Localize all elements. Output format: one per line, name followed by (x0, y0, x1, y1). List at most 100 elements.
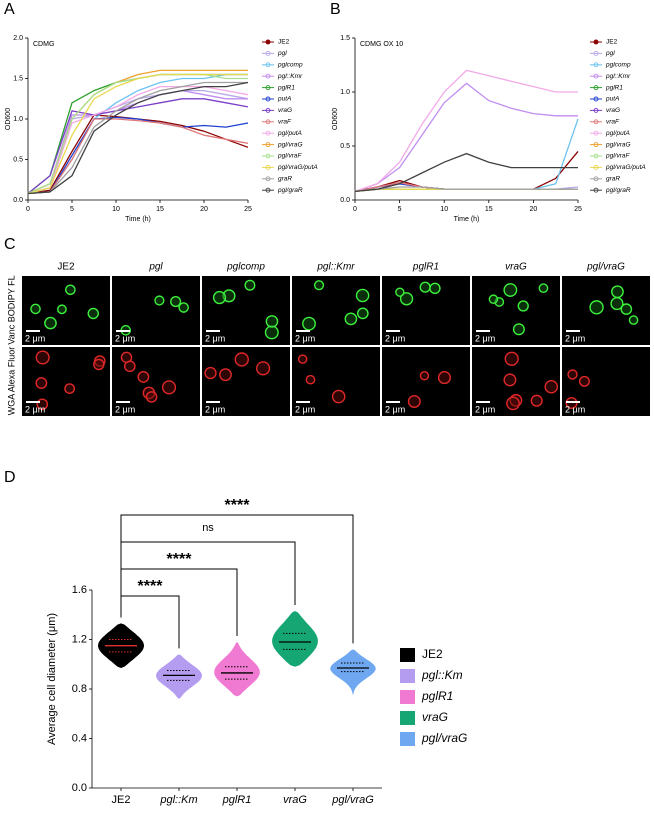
legend-marker (265, 107, 271, 113)
column-label: JE2 (57, 262, 75, 273)
scale-bar-label: 2 μm (295, 333, 315, 343)
legend-label: vraF (278, 119, 292, 126)
cell (589, 300, 604, 315)
cell (65, 284, 76, 296)
legend-marker (593, 153, 599, 159)
cell (419, 371, 430, 381)
legend-label: putA (605, 96, 619, 103)
legend-label: vraG (278, 107, 292, 114)
cell (212, 290, 227, 305)
legend-label: vraG (422, 710, 448, 724)
legend-label: pgl/vraG/putA (605, 164, 646, 171)
micrograph (382, 347, 470, 416)
legend-marker (593, 164, 599, 170)
series-line (354, 69, 578, 193)
legend-marker (593, 142, 599, 148)
cell (161, 380, 177, 395)
x-tick-label: 20 (200, 206, 208, 213)
series-line (354, 82, 578, 193)
y-tick-label: 0.0 (340, 197, 350, 204)
violin (272, 611, 318, 667)
legend-marker (265, 176, 271, 182)
scale-bar-label: 2 μm (25, 404, 45, 414)
violin (156, 654, 202, 699)
significance-bracket (120, 514, 354, 644)
legend-marker (593, 107, 599, 113)
y-axis-label: Average cell diameter (μm) (46, 613, 58, 745)
legend-label: pgl/vraG/putA (277, 164, 318, 171)
chart-title: CDMG (33, 41, 54, 48)
row-label: WGA Alexa Fluor (6, 347, 16, 416)
cell (154, 295, 165, 306)
scale-bar-label: 2 μm (475, 333, 495, 343)
significance-label: **** (138, 578, 164, 595)
cell (120, 351, 133, 364)
scale-bar-label: 2 μm (385, 404, 405, 414)
column-label: pglcomp (226, 262, 265, 273)
cell (395, 287, 405, 297)
cell (419, 281, 431, 293)
series-line (354, 186, 578, 193)
legend-label: pgl (277, 50, 287, 57)
x-tick-label: 25 (244, 206, 252, 213)
cell (344, 312, 358, 326)
series-line (354, 118, 579, 193)
cell (87, 307, 100, 320)
column-label: vraG (505, 262, 527, 273)
legend-label: JE2 (606, 39, 618, 46)
legend-label: pgl::Kmr (605, 73, 631, 80)
cell (178, 302, 189, 313)
cell (170, 296, 182, 308)
y-axis-label: OD600 (5, 108, 12, 130)
legend-label: pgl/putA (277, 130, 302, 137)
legend-label: graR (278, 176, 292, 183)
cell (429, 282, 441, 295)
cell (578, 375, 590, 387)
y-tick-label: 1.0 (13, 116, 23, 123)
micrograph (562, 276, 650, 345)
column-label: pgl/vraG (586, 262, 625, 273)
cell (302, 316, 316, 331)
series-line (27, 98, 249, 195)
x-tick-label: 20 (530, 206, 538, 213)
scale-bar-label: 2 μm (565, 333, 585, 343)
legend-marker (593, 50, 599, 56)
x-tick-label: pgl::Km (159, 794, 197, 806)
x-tick-label: pgl/vraG (331, 794, 374, 806)
column-label: pgl::Kmr (316, 262, 355, 273)
legend-marker (593, 176, 599, 182)
legend-label: pglR1 (277, 84, 295, 91)
legend-label: pgl/vraG (277, 141, 303, 148)
legend-label: pgl/graR (277, 187, 303, 194)
panel-label: B (330, 1, 341, 18)
cell (57, 304, 67, 315)
legend-label: putA (277, 96, 291, 103)
cell (437, 371, 451, 385)
legend-label: pgl/vraG (605, 141, 631, 148)
series-line (27, 85, 249, 195)
cell (137, 370, 150, 383)
cell (504, 351, 519, 366)
x-tick-label: 25 (574, 206, 582, 213)
x-tick-label: 10 (440, 206, 448, 213)
legend-marker (265, 153, 271, 159)
x-tick-label: 0 (353, 206, 357, 213)
legend-marker (593, 130, 599, 136)
legend-label: pgl::Kmr (277, 73, 303, 80)
legend-label: pgl/vraF (277, 153, 303, 160)
legend-label: pglR1 (605, 84, 623, 91)
y-tick-label: 0.0 (72, 782, 87, 794)
cell (503, 373, 517, 387)
cell (264, 325, 279, 340)
panel-label: A (4, 1, 15, 18)
legend-swatch (400, 711, 415, 725)
cell (30, 303, 41, 315)
column-label: pglR1 (412, 262, 439, 273)
cell (265, 315, 279, 328)
legend-marker (593, 62, 599, 68)
x-axis-label: Time (h) (125, 216, 151, 223)
y-tick-label: 0.5 (13, 156, 23, 163)
cell (255, 361, 271, 376)
legend-swatch (400, 732, 415, 746)
